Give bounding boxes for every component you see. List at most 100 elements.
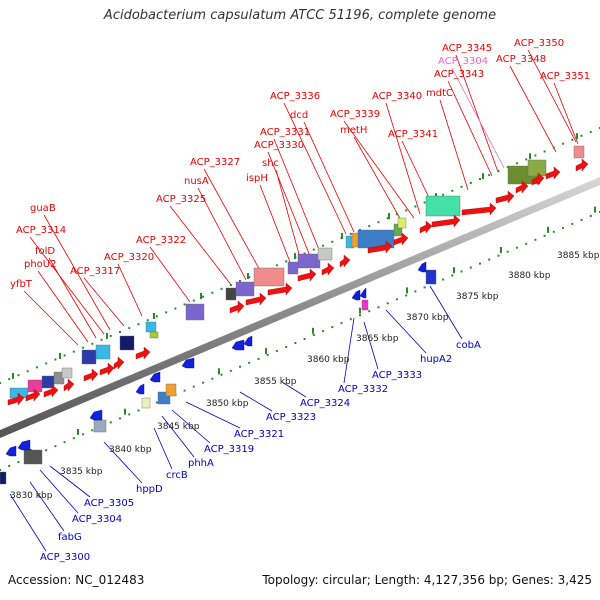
- reverse-tick-dot: [405, 294, 408, 297]
- forward-tick-dot: [165, 311, 168, 314]
- forward-gene-box: [253, 267, 285, 287]
- forward-gene-arrow: [321, 262, 335, 276]
- reverse-tick-dot: [506, 250, 509, 253]
- forward-tick-dot: [451, 189, 454, 192]
- reverse-tick-dot: [211, 377, 214, 380]
- forward-gene-box: [425, 195, 461, 217]
- forward-gene-label: dcd: [290, 110, 308, 121]
- forward-gene-arrow: [545, 166, 561, 180]
- forward-tick-dot: [192, 299, 195, 302]
- reverse-major-tick: [547, 226, 549, 233]
- forward-callout-line: [283, 102, 347, 235]
- forward-gene-arrow: [393, 232, 409, 246]
- reverse-tick-dot: [497, 254, 500, 257]
- forward-gene-box: [119, 335, 135, 351]
- forward-tick-dot: [211, 291, 214, 294]
- forward-gene-arrow: [339, 254, 351, 268]
- reverse-gene-arrow: [135, 383, 145, 395]
- forward-gene-label: ACP_3345: [442, 43, 492, 54]
- reverse-tick-dot: [488, 258, 491, 261]
- forward-major-tick: [12, 372, 14, 379]
- reverse-gene-arrow: [359, 287, 367, 299]
- reverse-tick-dot: [479, 262, 481, 265]
- reverse-tick-dot: [552, 230, 555, 233]
- forward-callout-line: [303, 121, 355, 233]
- forward-callout-line: [353, 136, 403, 223]
- forward-major-tick: [576, 133, 578, 140]
- forward-callout-line: [169, 205, 233, 287]
- forward-gene-label: ACP_3350: [514, 38, 564, 49]
- forward-gene-label: ACP_3304: [438, 56, 488, 67]
- forward-gene-arrow: [63, 378, 75, 392]
- reverse-tick-dot: [257, 357, 260, 360]
- reverse-major-tick: [594, 206, 596, 213]
- reverse-gene-label: ACP_3305: [84, 498, 134, 509]
- forward-gene-arrow: [7, 392, 25, 406]
- reverse-tick-dot: [423, 286, 426, 289]
- reverse-tick-dot: [368, 310, 371, 313]
- forward-major-tick: [294, 253, 296, 260]
- reverse-callout-line: [385, 309, 427, 354]
- reverse-major-tick: [359, 307, 361, 314]
- scale-tick-label: 3850 kbp: [206, 399, 249, 409]
- forward-gene-label: ACP_3317: [70, 266, 120, 277]
- forward-tick-dot: [183, 303, 186, 306]
- scale-tick-label: 3830 kbp: [10, 491, 53, 501]
- feature-boxes: [0, 145, 589, 485]
- reverse-gene-arrow: [89, 409, 103, 421]
- forward-tick-dot: [497, 170, 500, 173]
- forward-gene-arrow: [419, 220, 433, 234]
- forward-gene-arrow: [367, 240, 393, 254]
- reverse-callout-line: [343, 317, 355, 384]
- forward-callout-line: [267, 151, 311, 257]
- scale-tick-label: 3880 kbp: [508, 271, 551, 281]
- forward-tick-dot: [303, 252, 306, 255]
- forward-callout-line: [37, 270, 89, 343]
- reverse-gene-label: hppD: [136, 484, 163, 495]
- forward-gene-arrow: [113, 356, 125, 370]
- reverse-gene-box: [141, 397, 151, 409]
- forward-tick-dot: [322, 244, 325, 247]
- forward-tick-dot: [100, 338, 103, 341]
- reverse-gene-label: ACP_3332: [338, 384, 388, 395]
- reverse-tick-dot: [8, 465, 11, 467]
- reverse-tick-dot: [17, 461, 20, 464]
- forward-callout-line: [48, 257, 97, 339]
- callout-lines: [9, 49, 579, 552]
- forward-gene-arrow: [229, 300, 245, 314]
- reverse-tick-dot: [285, 346, 288, 348]
- reverse-callout-line: [161, 415, 195, 458]
- reverse-tick-dot: [460, 270, 463, 273]
- forward-tick-dot: [128, 327, 131, 330]
- genome-summary: Topology: circular; Length: 4,127,356 bp…: [262, 573, 592, 587]
- forward-gene-box: [527, 159, 547, 177]
- forward-tick-dot: [414, 205, 417, 208]
- reverse-tick-dot: [239, 365, 241, 368]
- reverse-major-tick: [312, 327, 314, 334]
- forward-tick-dot: [442, 193, 445, 196]
- reverse-gene-arrow: [351, 289, 361, 301]
- scale-tick-label: 3870 kbp: [406, 313, 449, 323]
- reverse-tick-dot: [63, 441, 66, 444]
- forward-gene-arrow: [575, 158, 589, 172]
- forward-callout-line: [553, 82, 579, 145]
- forward-gene-arrow: [245, 292, 267, 306]
- forward-gene-label: ACP_3320: [104, 252, 154, 263]
- reverse-tick-dot: [109, 421, 112, 424]
- reverse-gene-arrow: [149, 371, 161, 383]
- forward-callout-line: [259, 184, 291, 263]
- forward-gene-label: shc: [262, 158, 279, 169]
- forward-tick-dot: [155, 315, 158, 318]
- forward-callout-line: [117, 263, 143, 317]
- forward-gene-arrow: [531, 172, 545, 186]
- forward-tick-dot: [17, 374, 20, 377]
- reverse-gene-box: [23, 449, 43, 465]
- forward-tick-dot: [479, 178, 481, 180]
- forward-gene-label: yfbT: [10, 279, 33, 290]
- forward-tick-dot: [552, 146, 555, 149]
- forward-tick-dot: [377, 221, 380, 224]
- forward-tick-dot: [349, 232, 352, 235]
- forward-gene-arrow: [25, 388, 41, 402]
- forward-gene-arrow: [83, 368, 99, 382]
